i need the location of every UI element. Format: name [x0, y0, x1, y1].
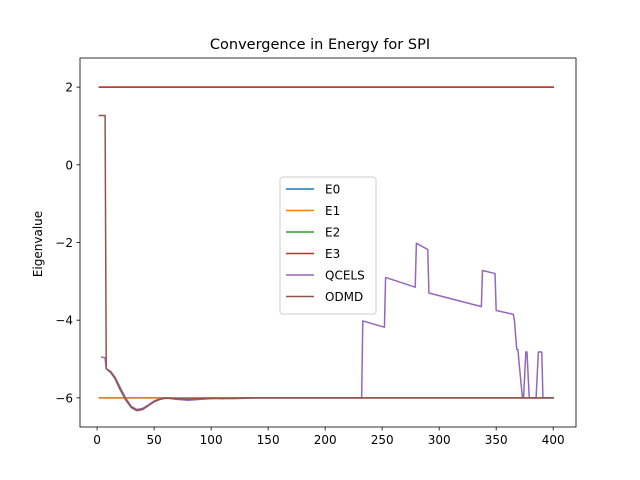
chart-title: Convergence in Energy for SPI	[210, 37, 430, 53]
legend-label-odmd: ODMD	[325, 290, 363, 304]
legend-label-qcels: QCELS	[325, 269, 365, 283]
plot-area	[98, 86, 554, 412]
legend-label-e0: E0	[325, 183, 340, 197]
x-tick-label: 100	[200, 433, 223, 447]
x-tick-label: 350	[485, 433, 508, 447]
y-tick-label: 0	[65, 158, 73, 172]
y-tick-label: −2	[55, 236, 73, 250]
legend-label-e1: E1	[325, 204, 340, 218]
legend: E0 E1 E2 E3 QCELS ODMD	[279, 176, 377, 315]
x-tick-label: 300	[428, 433, 451, 447]
x-tick-label: 250	[371, 433, 394, 447]
series-line-odmd	[98, 114, 554, 412]
axes: 0 50 100 150 200 250 300 350 400 −6 −4 −2 0 2	[55, 57, 577, 447]
x-tick-label: 150	[257, 433, 280, 447]
y-tick-label: 2	[65, 81, 73, 95]
legend-label-e3: E3	[325, 247, 340, 261]
x-tick-label: 400	[542, 433, 565, 447]
x-tick-label: 200	[314, 433, 337, 447]
y-axis-label: Eigenvalue	[31, 211, 45, 277]
y-tick-label: −6	[55, 391, 73, 405]
x-tick-label: 0	[93, 433, 101, 447]
y-tick-label: −4	[55, 314, 73, 328]
series-line-qcels	[100, 242, 554, 411]
x-tick-label: 50	[146, 433, 161, 447]
legend-label-e2: E2	[325, 226, 340, 240]
